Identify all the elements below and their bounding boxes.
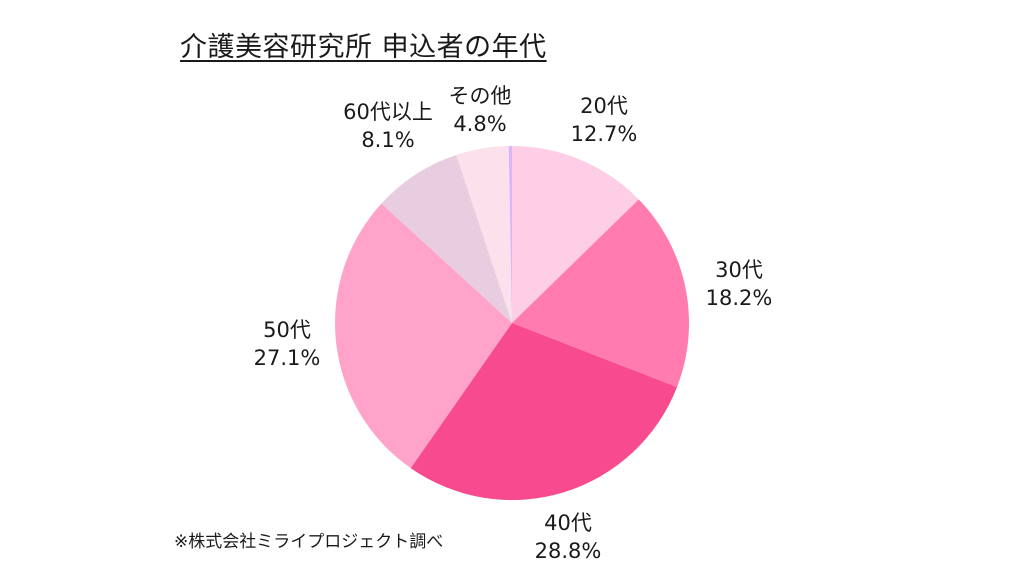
label-50s: 50代 27.1% bbox=[253, 318, 321, 370]
chart-title: 介護美容研究所 申込者の年代 bbox=[180, 32, 547, 63]
pie-slice-20代 bbox=[512, 146, 639, 323]
pie-slice-60代以上 bbox=[381, 155, 512, 323]
label-other: その他 4.8% bbox=[448, 84, 512, 136]
pie-slice-40代 bbox=[410, 323, 677, 500]
pie-slice-その他 bbox=[456, 146, 512, 323]
label-20s: 20代 12.7% bbox=[570, 94, 638, 146]
label-60s-plus: 60代以上 8.1% bbox=[343, 100, 433, 152]
source-note: ※株式会社ミライプロジェクト調べ bbox=[174, 532, 444, 552]
pie-slice-30代 bbox=[512, 199, 689, 388]
pie-slice-remainder bbox=[508, 146, 512, 323]
label-30s: 30代 18.2% bbox=[705, 258, 773, 310]
pie-slice-50代 bbox=[335, 203, 512, 469]
label-40s: 40代 28.8% bbox=[534, 511, 602, 563]
